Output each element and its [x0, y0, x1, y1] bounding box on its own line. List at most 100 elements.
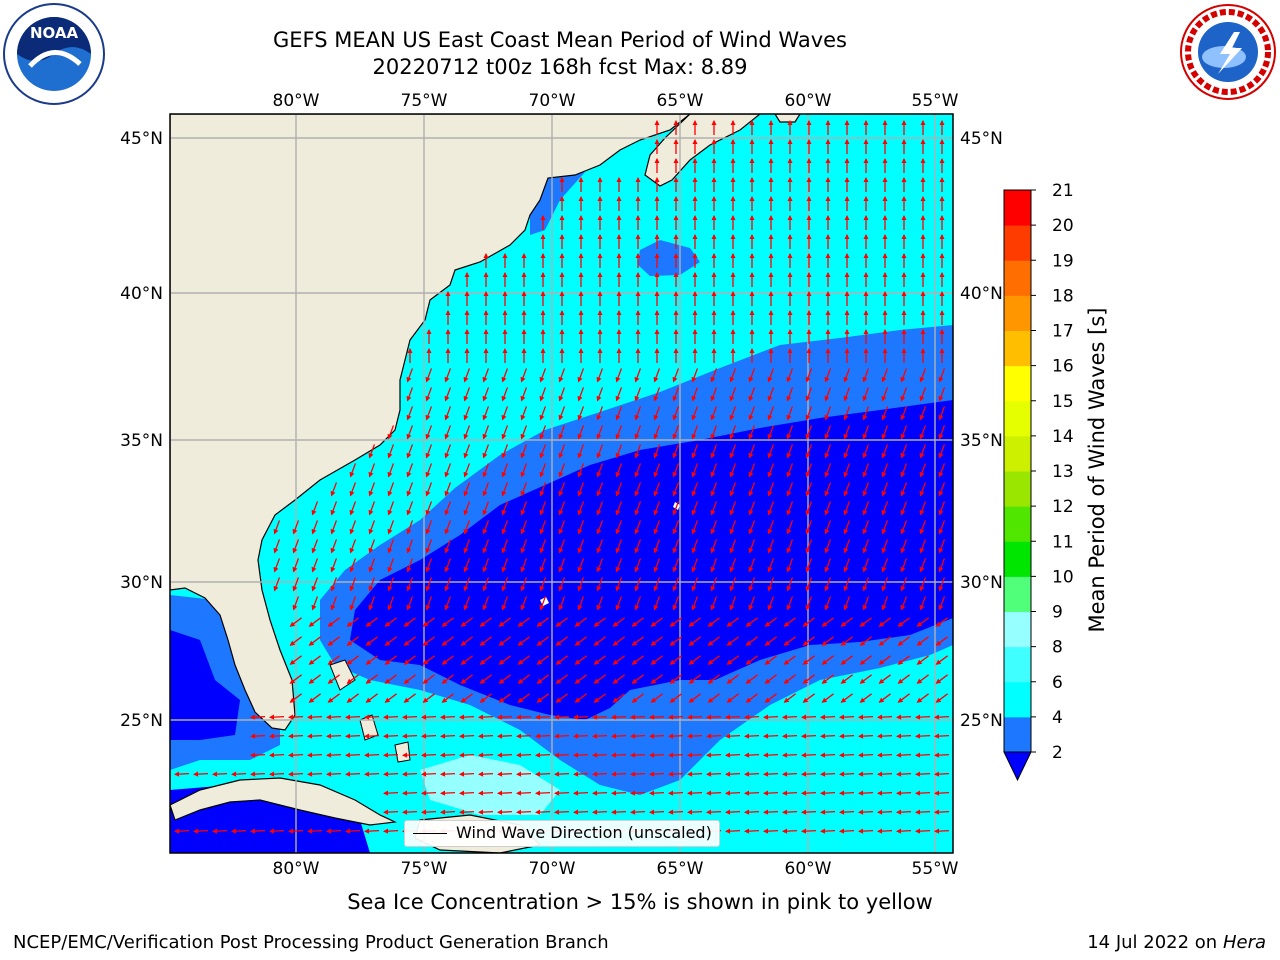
- lon-tick-bottom: 55°W: [912, 859, 959, 879]
- wave-direction-arrow: [577, 482, 585, 497]
- wave-direction-arrow: [292, 558, 300, 573]
- wave-direction-arrow: [857, 771, 874, 777]
- wave-direction-arrow: [425, 596, 433, 611]
- wave-direction-arrow: [686, 771, 703, 777]
- wave-direction-arrow: [572, 733, 589, 739]
- wave-direction-arrow: [401, 771, 418, 777]
- wave-direction-arrow: [843, 501, 851, 516]
- wave-direction-arrow: [610, 771, 627, 777]
- wave-direction-arrow: [534, 790, 551, 796]
- wave-direction-arrow: [460, 674, 473, 684]
- wave-direction-arrow: [572, 752, 589, 758]
- wave-direction-arrow: [653, 387, 661, 402]
- wave-direction-arrow: [384, 655, 397, 665]
- wave-direction-arrow: [539, 558, 547, 573]
- wave-direction-arrow: [805, 368, 813, 383]
- wave-direction-arrow: [368, 596, 376, 611]
- wave-direction-arrow: [384, 636, 397, 646]
- wave-direction-arrow: [539, 596, 547, 611]
- wave-direction-arrow: [368, 577, 376, 592]
- wave-direction-arrow: [615, 406, 623, 421]
- wave-direction-arrow: [805, 387, 813, 402]
- wave-direction-arrow: [593, 693, 606, 703]
- wave-direction-arrow: [420, 714, 437, 720]
- wave-direction-arrow: [688, 617, 701, 627]
- wave-direction-arrow: [762, 714, 779, 720]
- wave-direction-arrow: [838, 752, 855, 758]
- wave-direction-arrow: [786, 387, 794, 402]
- wave-direction-arrow: [933, 752, 950, 758]
- wave-direction-arrow: [534, 714, 551, 720]
- wave-direction-arrow: [843, 520, 851, 535]
- wave-direction-arrow: [724, 809, 741, 815]
- wave-direction-arrow: [368, 463, 376, 478]
- wave-direction-arrow: [615, 501, 623, 516]
- wave-direction-arrow: [349, 520, 357, 535]
- wave-direction-arrow: [577, 444, 585, 459]
- wave-direction-arrow: [729, 596, 737, 611]
- wave-direction-arrow: [596, 482, 604, 497]
- lon-tick-top: 70°W: [529, 91, 576, 111]
- wave-direction-arrow: [933, 790, 950, 796]
- wave-direction-arrow: [520, 387, 528, 402]
- wave-direction-arrow: [327, 617, 340, 627]
- wave-direction-arrow: [786, 368, 794, 383]
- wave-direction-arrow: [705, 733, 722, 739]
- wave-direction-arrow: [653, 444, 661, 459]
- wave-direction-arrow: [249, 828, 266, 834]
- wave-direction-arrow: [648, 809, 665, 815]
- wave-direction-arrow: [745, 617, 758, 627]
- wave-direction-arrow: [577, 425, 585, 440]
- wave-direction-arrow: [729, 406, 737, 421]
- wave-direction-arrow: [306, 752, 323, 758]
- wave-direction-arrow: [615, 463, 623, 478]
- wave-direction-arrow: [444, 482, 452, 497]
- wave-direction-arrow: [857, 752, 874, 758]
- wave-direction-arrow: [933, 809, 950, 815]
- wave-direction-arrow: [786, 577, 794, 592]
- wave-direction-arrow: [444, 387, 452, 402]
- wave-direction-arrow: [743, 752, 760, 758]
- wave-direction-arrow: [919, 463, 927, 478]
- colorbar-segment: [1004, 681, 1031, 718]
- wave-direction-arrow: [876, 752, 893, 758]
- wave-direction-arrow: [425, 425, 433, 440]
- wave-direction-arrow: [558, 558, 566, 573]
- wave-direction-arrow: [895, 828, 912, 834]
- wave-direction-arrow: [479, 636, 492, 646]
- wave-direction-arrow: [634, 577, 642, 592]
- wave-direction-arrow: [900, 444, 908, 459]
- wave-direction-arrow: [515, 771, 532, 777]
- wave-direction-arrow: [520, 577, 528, 592]
- wave-direction-arrow: [458, 733, 475, 739]
- wave-direction-arrow: [843, 368, 851, 383]
- wave-direction-arrow: [292, 520, 300, 535]
- wave-direction-arrow: [748, 577, 756, 592]
- wave-direction-arrow: [534, 809, 551, 815]
- wave-direction-arrow: [463, 577, 471, 592]
- colorbar-tick-label: 13: [1052, 462, 1074, 482]
- wave-direction-arrow: [425, 558, 433, 573]
- wave-direction-arrow: [444, 425, 452, 440]
- wave-direction-arrow: [501, 368, 509, 383]
- wave-direction-arrow: [615, 368, 623, 383]
- wave-direction-arrow: [916, 655, 929, 665]
- wave-direction-arrow: [330, 596, 338, 611]
- wave-direction-arrow: [555, 636, 568, 646]
- wave-direction-arrow: [479, 674, 492, 684]
- wave-direction-arrow: [439, 809, 456, 815]
- wave-direction-arrow: [707, 636, 720, 646]
- wave-direction-arrow: [420, 752, 437, 758]
- wave-direction-arrow: [653, 501, 661, 516]
- wave-direction-arrow: [824, 558, 832, 573]
- wave-direction-arrow: [881, 368, 889, 383]
- wave-direction-arrow: [534, 771, 551, 777]
- wave-direction-arrow: [688, 636, 701, 646]
- wave-direction-arrow: [520, 482, 528, 497]
- lat-tick-left: 40°N: [120, 284, 163, 304]
- wave-direction-arrow: [477, 771, 494, 777]
- wave-direction-arrow: [574, 655, 587, 665]
- gulf-core: [170, 630, 240, 740]
- wave-direction-arrow: [843, 482, 851, 497]
- wave-direction-arrow: [498, 693, 511, 703]
